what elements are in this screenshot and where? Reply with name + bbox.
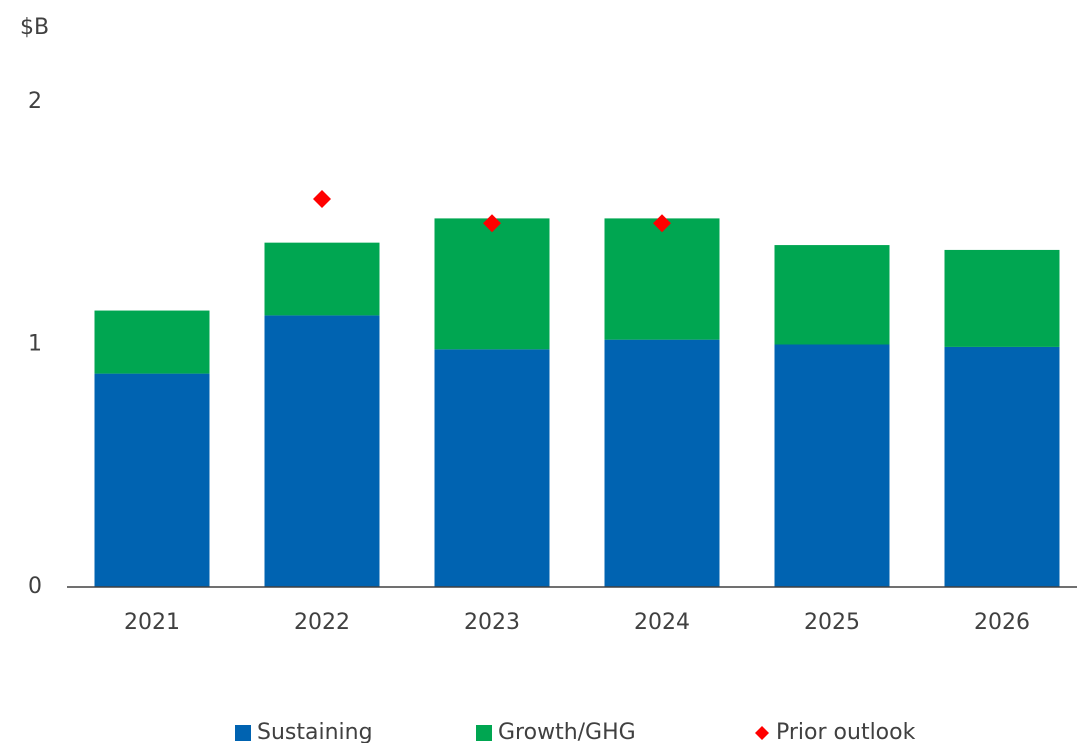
- y-tick-label: 2: [28, 89, 42, 114]
- prior-outlook-marker: [653, 214, 671, 233]
- x-tick-label: 2021: [124, 610, 180, 635]
- bar-segment: [774, 344, 890, 587]
- bar-segment: [94, 373, 210, 587]
- legend-label: Growth/GHG: [498, 720, 636, 743]
- legend-swatch: [235, 725, 251, 741]
- x-tick-label: 2025: [804, 610, 860, 635]
- x-tick-label: 2024: [634, 610, 690, 635]
- x-tick-label: 2023: [464, 610, 520, 635]
- y-tick-label: 1: [28, 332, 42, 357]
- bar-segment: [434, 349, 550, 587]
- legend-label: Prior outlook: [776, 720, 916, 743]
- x-tick-label: 2026: [974, 610, 1030, 635]
- bar-segment: [94, 310, 210, 374]
- bar-segment: [604, 218, 720, 340]
- y-axis-label: $B: [20, 15, 49, 40]
- bar-segment: [434, 218, 550, 350]
- bar-segment: [944, 249, 1060, 347]
- bar-segment: [944, 346, 1060, 587]
- x-tick-label: 2022: [294, 610, 350, 635]
- bar-segment: [264, 242, 380, 316]
- legend-swatch: [755, 726, 769, 740]
- legend-swatch: [476, 725, 492, 741]
- y-tick-label: 0: [28, 574, 42, 599]
- bar-segment: [604, 339, 720, 587]
- prior-outlook-marker: [483, 214, 501, 233]
- prior-outlook-marker: [313, 190, 331, 208]
- bar-segment: [774, 245, 890, 345]
- legend-label: Sustaining: [257, 720, 373, 743]
- bar-segment: [264, 315, 380, 587]
